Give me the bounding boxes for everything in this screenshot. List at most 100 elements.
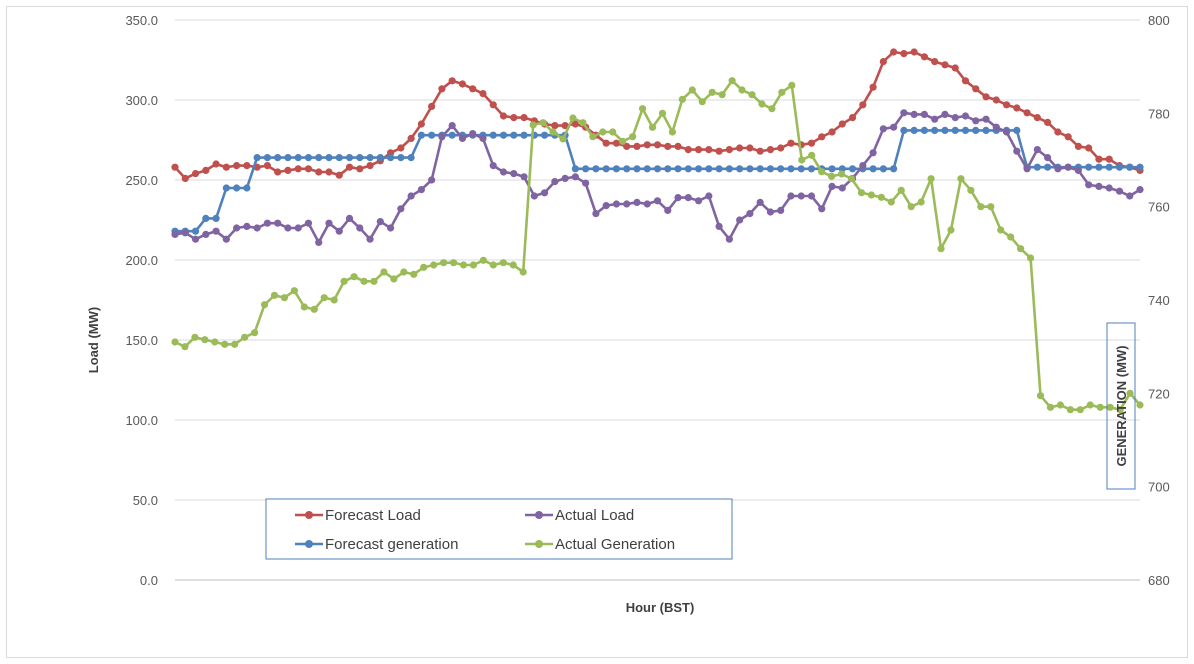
data-point (788, 81, 796, 89)
data-point (520, 173, 528, 181)
gridlines (175, 19, 1140, 581)
data-point (648, 123, 657, 131)
legend-swatch-marker (535, 540, 543, 548)
data-point (927, 175, 935, 183)
data-point (725, 146, 733, 154)
data-point (951, 126, 959, 134)
data-point (1023, 109, 1031, 117)
data-point (499, 168, 508, 176)
data-point (356, 224, 364, 232)
data-point (837, 170, 846, 178)
data-point (910, 48, 918, 56)
data-point (623, 200, 631, 208)
data-point (736, 165, 744, 173)
legend-swatch-marker (305, 540, 313, 548)
data-point (1002, 101, 1011, 109)
right-y-axis-title-box (1106, 322, 1136, 490)
data-point (211, 338, 219, 346)
data-point (499, 131, 508, 139)
data-point (1054, 165, 1062, 173)
legend-box (265, 498, 733, 560)
data-point (300, 303, 308, 311)
data-point (284, 166, 292, 174)
data-point (982, 115, 990, 123)
data-point (897, 186, 905, 194)
data-point (579, 119, 587, 127)
data-point (1086, 401, 1094, 409)
data-point (181, 174, 189, 182)
x-axis-title: Hour (BST) (626, 600, 695, 615)
data-point (1085, 163, 1093, 171)
data-point (1074, 166, 1083, 174)
data-point (869, 83, 877, 91)
data-point (768, 105, 776, 113)
data-point (1116, 406, 1124, 414)
data-point (1013, 147, 1021, 155)
data-point (1136, 401, 1144, 409)
data-point (1106, 403, 1114, 411)
data-point (629, 133, 637, 141)
data-point (539, 119, 547, 127)
data-point (1095, 163, 1103, 171)
data-point (688, 86, 696, 94)
data-point (848, 165, 857, 173)
right-tick-label: 760 (1148, 200, 1170, 215)
data-point (250, 329, 259, 337)
data-point (231, 340, 239, 348)
data-point (1033, 114, 1041, 122)
data-point (366, 162, 374, 170)
data-point (777, 165, 785, 173)
data-point (900, 50, 908, 58)
data-point (390, 275, 398, 283)
data-point (356, 154, 364, 162)
data-point (284, 154, 292, 162)
data-point (430, 261, 438, 269)
left-y-axis-title: Load (MW) (86, 307, 101, 373)
data-point (540, 131, 549, 139)
data-point (559, 135, 567, 143)
left-tick-label: 0.0 (140, 573, 158, 588)
data-point (1066, 406, 1074, 414)
data-point (848, 114, 857, 122)
data-point (191, 227, 200, 235)
data-point (879, 165, 887, 173)
series-actual-load (171, 109, 1144, 246)
data-point (748, 91, 756, 99)
data-point (530, 192, 538, 200)
data-point (380, 268, 388, 276)
data-point (643, 141, 651, 149)
data-point (736, 144, 744, 152)
data-point (736, 216, 744, 224)
data-point (917, 198, 925, 206)
data-point (725, 165, 733, 173)
data-point (448, 77, 456, 85)
data-point (941, 61, 949, 69)
data-point (499, 259, 507, 267)
data-point (582, 165, 590, 173)
data-point (561, 122, 569, 130)
data-point (438, 85, 446, 93)
data-point (931, 58, 939, 66)
data-point (386, 224, 395, 232)
data-point (449, 259, 458, 267)
right-tick-label: 740 (1148, 293, 1170, 308)
data-point (232, 224, 241, 232)
data-point (890, 165, 898, 173)
data-point (668, 128, 677, 136)
data-point (653, 141, 662, 149)
data-point (847, 175, 856, 183)
data-point (1002, 128, 1011, 136)
data-point (633, 165, 641, 173)
series-forecast-load (171, 48, 1144, 182)
data-point (1115, 187, 1124, 195)
data-point (674, 165, 682, 173)
data-point (1074, 142, 1083, 150)
data-point (510, 131, 518, 139)
data-point (674, 142, 682, 150)
data-point (243, 162, 251, 170)
left-tick-label: 150.0 (125, 333, 158, 348)
data-point (859, 162, 867, 170)
data-point (212, 227, 220, 235)
data-point (428, 102, 436, 110)
